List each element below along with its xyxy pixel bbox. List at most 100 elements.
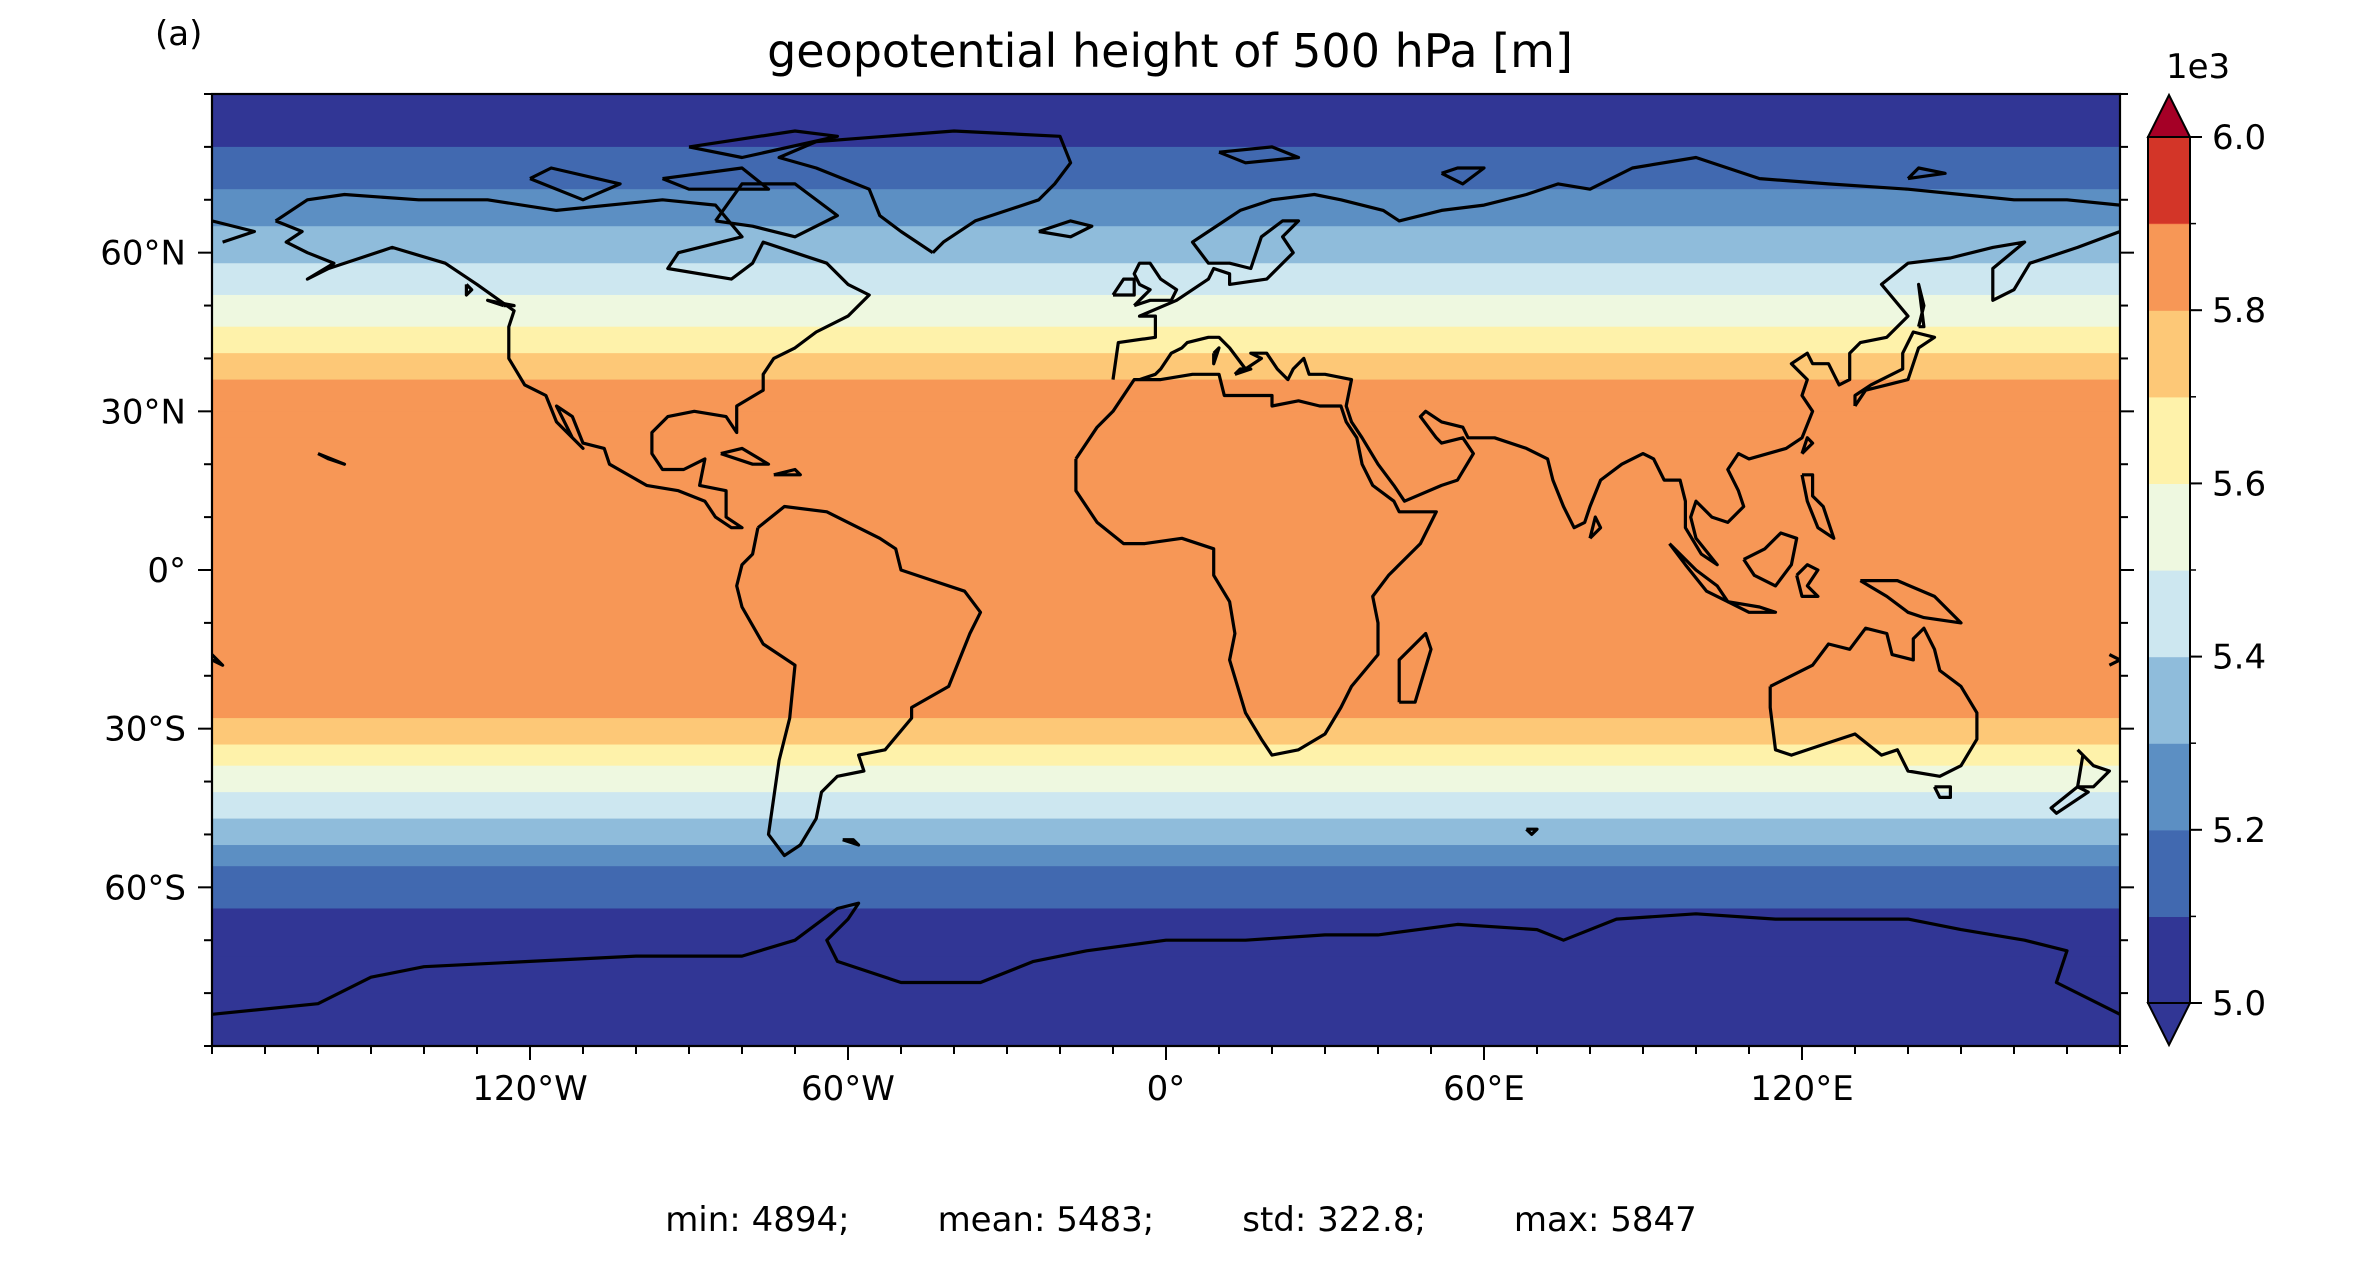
contour-band — [212, 818, 2120, 847]
stat-std: std: 322.8; — [1242, 1200, 1426, 1240]
contour-band — [212, 411, 2120, 439]
x-tick-label: 120°E — [1750, 1069, 1853, 1109]
contour-band — [212, 718, 2120, 746]
coastline-path — [464, 283, 474, 297]
colorbar-tick-label: 5.2 — [2212, 811, 2266, 851]
coastline-path — [1132, 261, 1179, 308]
coastline-path — [1859, 579, 1963, 625]
contour-band — [212, 226, 2120, 265]
coastline-path — [1933, 785, 1952, 799]
coastline-path — [2108, 653, 2120, 667]
coastline-path — [1111, 277, 1136, 297]
stat-mean: mean: 5483; — [937, 1200, 1155, 1240]
colorbar-segment — [2148, 223, 2190, 311]
coastline-path — [1138, 230, 2120, 567]
coastline-path — [1795, 563, 1820, 598]
coastline-path — [212, 901, 2120, 1016]
contour-band — [212, 765, 2120, 794]
coastline-path — [1074, 372, 1438, 757]
stat-min: min: 4894; — [665, 1200, 850, 1240]
colorbar-segment — [2148, 743, 2190, 831]
coastline-path — [1853, 330, 1937, 407]
statistics-line: min: 4894; mean: 5483; std: 322.8; max: 584… — [0, 1200, 2362, 1240]
y-tick-label: 60°S — [104, 868, 186, 908]
colorbar-segment — [2148, 829, 2190, 917]
y-tick-label: 30°N — [100, 392, 186, 432]
y-axis-ticks: 60°N 30°N 0° 30°S 60°S — [100, 93, 2134, 1047]
x-tick-label: 60°W — [801, 1069, 895, 1109]
coastline-path — [1800, 436, 1815, 455]
contour-band — [212, 94, 2120, 148]
coastline-path — [1218, 145, 1301, 165]
colorbar-tick-label: 5.0 — [2212, 984, 2266, 1024]
coastlines — [212, 129, 2120, 1016]
coastline-path — [1917, 282, 1926, 329]
coastline-path — [688, 129, 839, 160]
coastline-path — [1038, 219, 1094, 239]
coastline-path — [773, 467, 802, 477]
x-tick-label: 60°E — [1443, 1069, 1525, 1109]
contour-band — [212, 263, 2120, 296]
contour-band — [212, 326, 2120, 355]
coastline-path — [529, 166, 622, 202]
coastline-path — [842, 838, 861, 847]
coastline-path — [1742, 531, 1799, 588]
coastline-path — [274, 192, 871, 530]
contour-band — [212, 908, 2120, 931]
colorbar-extend-max — [2146, 92, 2192, 138]
coastline-path — [1906, 166, 1947, 181]
colorbar-segment — [2148, 137, 2190, 224]
coastline-path — [1212, 346, 1221, 366]
contour-band — [212, 189, 2120, 228]
contour-bands — [212, 94, 2120, 1046]
contour-band — [212, 744, 2120, 767]
colorbar-multiplier: 1e3 — [2166, 47, 2230, 87]
coastline-path — [2049, 785, 2090, 815]
colorbar: 6.0 5.8 5.6 5.4 5.2 5.0 1e3 — [2146, 47, 2266, 1048]
y-tick-label: 30°S — [104, 710, 186, 750]
contour-band — [212, 866, 2120, 889]
coastline-path — [714, 182, 839, 239]
x-axis-ticks: 120°W 60°W 0° 60°E 120°E — [211, 1046, 2121, 1109]
contour-band — [212, 993, 2120, 1046]
colorbar-segment — [2148, 916, 2190, 1004]
map-title: geopotential height of 500 hPa [m] — [767, 24, 1573, 78]
contour-band — [212, 845, 2120, 868]
coastline-path — [1525, 827, 1539, 836]
coastline-path — [1800, 473, 1836, 540]
x-tick-label: 120°W — [472, 1069, 588, 1109]
coastline-path — [1440, 166, 1486, 186]
coastline-path — [661, 166, 771, 191]
coastline-path — [317, 452, 347, 466]
colorbar-segment — [2148, 396, 2190, 484]
coastline-path — [777, 129, 1073, 255]
x-tick-label: 0° — [1147, 1069, 1186, 1109]
contour-band — [212, 686, 2120, 720]
coastline-path — [212, 219, 256, 244]
contour-band — [212, 887, 2120, 910]
stat-max: max: 5847 — [1513, 1200, 1697, 1240]
contour-band — [212, 570, 2120, 688]
coastline-path — [735, 504, 983, 858]
coastline-path — [212, 653, 225, 667]
colorbar-segment — [2148, 310, 2190, 398]
contour-band — [212, 379, 2120, 413]
coastline-path — [486, 298, 516, 308]
coastline-path — [1233, 367, 1253, 376]
colorbar-tick-label: 5.4 — [2212, 638, 2266, 678]
colorbar-segment — [2148, 483, 2190, 571]
coastline-path — [1397, 631, 1433, 704]
colorbar-segment — [2148, 570, 2190, 658]
coastline-path — [1727, 600, 1778, 614]
colorbar-tick-label: 5.8 — [2212, 291, 2266, 331]
coastline-path — [720, 446, 771, 466]
contour-band — [212, 792, 2120, 820]
coastline-path — [1768, 626, 1979, 778]
contour-band — [212, 437, 2120, 571]
coastline-path — [1588, 515, 1603, 540]
colorbar-segment — [2148, 656, 2190, 744]
coastline-path — [1111, 155, 2120, 380]
colorbar-extend-min — [2146, 1002, 2192, 1048]
colorbar-tick-label: 6.0 — [2212, 118, 2266, 158]
